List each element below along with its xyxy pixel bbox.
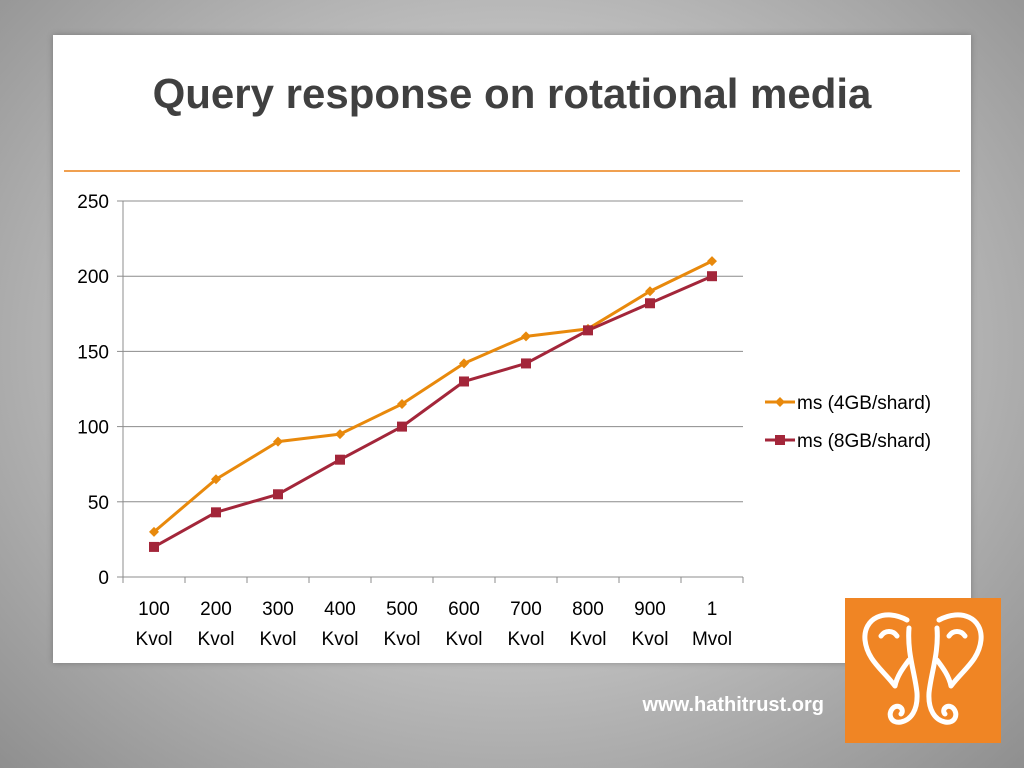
x-tick-label-line: 1 xyxy=(707,599,718,620)
x-tick-label: 1 Mvol xyxy=(692,599,732,650)
legend-label: ms (8GB/shard) xyxy=(797,431,931,452)
x-tick-label-line: 800 xyxy=(572,599,604,620)
y-tick-label: 250 xyxy=(77,192,109,213)
x-tick-label-line: 200 xyxy=(200,599,232,620)
series-2 xyxy=(149,271,717,552)
x-tick-label-line: 900 xyxy=(634,599,666,620)
x-tick-label-line: 300 xyxy=(262,599,294,620)
line-chart: 0 50 100 150 200 250 100 Kvol 200 Kvol 300 Kvol 400 K… xyxy=(77,192,931,650)
data-point xyxy=(397,399,407,410)
footer-url[interactable]: www.hathitrust.org xyxy=(642,694,824,716)
y-tick-label: 50 xyxy=(88,493,109,514)
x-tick-label-line: 500 xyxy=(386,599,418,620)
x-tick-label-line: Kvol xyxy=(508,629,545,650)
data-point xyxy=(149,541,159,552)
x-tick-label: 900 Kvol xyxy=(632,599,669,650)
title-divider xyxy=(64,170,960,172)
legend: ms (4GB/shard) ms (8GB/shard) xyxy=(765,393,931,452)
y-tick-label: 200 xyxy=(77,267,109,288)
x-tick-label: 200 Kvol xyxy=(198,599,235,650)
x-tick-label-line: Mvol xyxy=(692,629,732,650)
y-tick-label: 150 xyxy=(77,342,109,363)
x-tick-label-line: Kvol xyxy=(632,629,669,650)
data-point xyxy=(521,331,531,342)
x-tick-label-line: Kvol xyxy=(384,629,421,650)
data-point xyxy=(211,474,221,485)
series-1 xyxy=(149,256,717,537)
x-tick-label: 400 Kvol xyxy=(322,599,359,650)
data-point xyxy=(583,325,593,336)
data-point xyxy=(273,489,283,500)
data-point xyxy=(397,421,407,432)
x-tick-label-line: 400 xyxy=(324,599,356,620)
x-tick-label-line: Kvol xyxy=(446,629,483,650)
x-tick-label-line: 700 xyxy=(510,599,542,620)
legend-item: ms (8GB/shard) xyxy=(765,431,931,452)
data-point xyxy=(645,286,655,297)
x-tick-label-line: Kvol xyxy=(260,629,297,650)
gridlines xyxy=(123,200,743,503)
elephant-icon xyxy=(862,612,984,725)
data-point xyxy=(335,429,345,440)
data-point xyxy=(335,454,345,465)
data-point xyxy=(273,436,283,447)
x-tick-label: 100 Kvol xyxy=(136,599,173,650)
slide-title: Query response on rotational media xyxy=(152,70,872,117)
legend-item: ms (4GB/shard) xyxy=(765,393,931,414)
data-point xyxy=(149,526,159,537)
y-tick-label: 0 xyxy=(98,568,109,589)
x-tick-label: 300 Kvol xyxy=(260,599,297,650)
data-point xyxy=(707,256,717,267)
data-point xyxy=(521,358,531,369)
x-tick-label: 600 Kvol xyxy=(446,599,483,650)
data-point xyxy=(211,507,221,518)
axes: 0 50 100 150 200 250 100 Kvol 200 Kvol 300 Kvol 400 K… xyxy=(77,192,744,650)
x-tick-label-line: Kvol xyxy=(322,629,359,650)
x-tick-label: 800 Kvol xyxy=(570,599,607,650)
series-line xyxy=(153,259,713,534)
series-line xyxy=(153,274,713,549)
legend-marker xyxy=(775,397,785,407)
data-point xyxy=(645,298,655,309)
data-point xyxy=(459,358,469,369)
x-tick-label: 700 Kvol xyxy=(508,599,545,650)
y-tick-label: 100 xyxy=(77,418,109,439)
series xyxy=(149,256,717,552)
x-tick-label: 500 Kvol xyxy=(384,599,421,650)
x-tick-label-line: Kvol xyxy=(198,629,235,650)
x-tick-label-line: 100 xyxy=(138,599,170,620)
data-point xyxy=(459,376,469,387)
slide-panel xyxy=(53,35,971,663)
legend-marker xyxy=(775,435,785,445)
legend-label: ms (4GB/shard) xyxy=(797,393,931,414)
x-tick-label-line: 600 xyxy=(448,599,480,620)
x-tick-label-line: Kvol xyxy=(136,629,173,650)
data-point xyxy=(707,271,717,282)
logo xyxy=(845,598,1001,743)
x-tick-label-line: Kvol xyxy=(570,629,607,650)
